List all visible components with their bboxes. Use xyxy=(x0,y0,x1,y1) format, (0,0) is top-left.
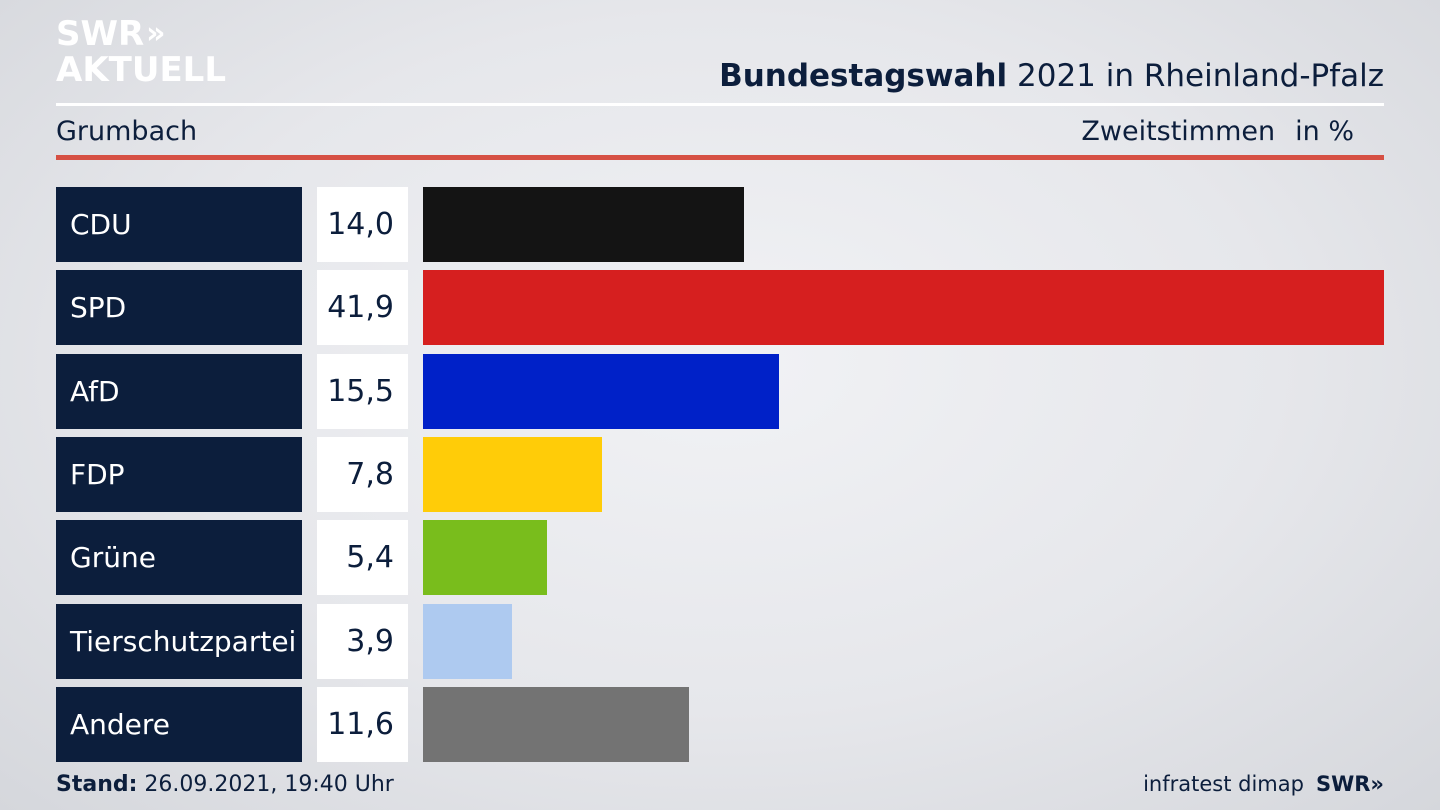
location-label: Grumbach xyxy=(56,116,198,147)
value-label-fdp: 7,8 xyxy=(317,437,408,512)
bar-row-gruene: Grüne 5,4 xyxy=(56,520,1384,595)
logo-line1: SWR xyxy=(56,14,145,54)
swr-chevrons-icon: » xyxy=(1370,772,1384,796)
value-label-afd: 15,5 xyxy=(317,354,408,429)
value-label-gruene: 5,4 xyxy=(317,520,408,595)
value-label-andere: 11,6 xyxy=(317,687,408,762)
bar-row-tierschutzpartei: Tierschutzpartei 3,9 xyxy=(56,604,1384,679)
bar-row-cdu: CDU 14,0 xyxy=(56,187,1384,262)
swr-brand-logo: SWR» xyxy=(1316,772,1384,796)
value-label-spd: 41,9 xyxy=(317,270,408,345)
bar-row-fdp: FDP 7,8 xyxy=(56,437,1384,512)
timestamp: Stand: 26.09.2021, 19:40 Uhr xyxy=(56,772,394,797)
bar-cdu xyxy=(423,187,744,262)
party-label-spd: SPD xyxy=(56,270,302,345)
party-label-cdu: CDU xyxy=(56,187,302,262)
source-credit: infratest dimap SWR» xyxy=(1143,772,1384,796)
accent-divider xyxy=(56,155,1384,160)
party-label-gruene: Grüne xyxy=(56,520,302,595)
bar-spd xyxy=(423,270,1384,345)
measure-unit: in % xyxy=(1295,116,1354,147)
swr-brand-text: SWR xyxy=(1315,772,1371,796)
bar-andere xyxy=(423,687,689,762)
header-divider xyxy=(56,103,1384,106)
chart-title-bold: Bundestagswahl xyxy=(719,58,1008,94)
bar-gruene xyxy=(423,520,547,595)
measure-label: Zweitstimmen in % xyxy=(1081,116,1354,147)
measure-name: Zweitstimmen xyxy=(1081,116,1276,147)
party-label-afd: AfD xyxy=(56,354,302,429)
bar-tierschutzpartei xyxy=(423,604,512,679)
swr-aktuell-logo: SWR » AKTUELL xyxy=(56,16,226,88)
chart-title: Bundestagswahl 2021 in Rheinland-Pfalz xyxy=(719,58,1384,94)
bar-row-spd: SPD 41,9 xyxy=(56,270,1384,345)
logo-line2: AKTUELL xyxy=(56,50,227,90)
bar-row-afd: AfD 15,5 xyxy=(56,354,1384,429)
value-label-tierschutzpartei: 3,9 xyxy=(317,604,408,679)
bar-row-andere: Andere 11,6 xyxy=(56,687,1384,762)
party-label-andere: Andere xyxy=(56,687,302,762)
value-label-cdu: 14,0 xyxy=(317,187,408,262)
timestamp-label: Stand: xyxy=(56,772,138,797)
logo-chevrons-icon: » xyxy=(146,16,166,51)
party-label-tierschutzpartei: Tierschutzpartei xyxy=(56,604,302,679)
chart-title-rest: 2021 in Rheinland-Pfalz xyxy=(1017,58,1384,94)
timestamp-value: 26.09.2021, 19:40 Uhr xyxy=(144,772,394,797)
bar-fdp xyxy=(423,437,602,512)
bar-afd xyxy=(423,354,779,429)
source-name: infratest dimap xyxy=(1143,772,1304,796)
party-label-fdp: FDP xyxy=(56,437,302,512)
